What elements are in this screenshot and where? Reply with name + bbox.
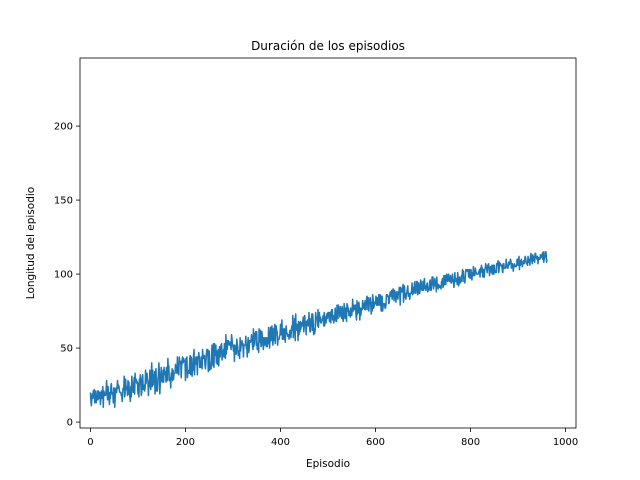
y-tick-label: 200 xyxy=(54,122,73,133)
series-group xyxy=(89,251,548,409)
y-tick-label: 50 xyxy=(60,344,73,355)
x-tick-label: 600 xyxy=(366,437,385,448)
x-tick-label: 400 xyxy=(271,437,290,448)
series-line-0 xyxy=(89,251,548,409)
y-axis-ticks: 0 50 100 150 200 xyxy=(54,122,80,429)
x-tick-label: 800 xyxy=(461,437,480,448)
x-tick-label: 200 xyxy=(176,437,195,448)
x-tick-label: 1000 xyxy=(553,437,578,448)
y-axis-label: Longitud del episodio xyxy=(25,187,37,299)
y-tick-label: 150 xyxy=(54,196,73,207)
y-tick-label: 100 xyxy=(54,270,73,281)
x-axis-label: Episodio xyxy=(306,458,350,470)
plot-area xyxy=(80,58,576,428)
plot-frame xyxy=(79,57,577,429)
chart-title: Duración de los episodios xyxy=(251,39,405,53)
x-tick-label: 0 xyxy=(87,437,93,448)
x-axis-ticks: 0 200 400 600 800 1000 xyxy=(87,428,578,448)
y-tick-label: 0 xyxy=(67,418,73,429)
